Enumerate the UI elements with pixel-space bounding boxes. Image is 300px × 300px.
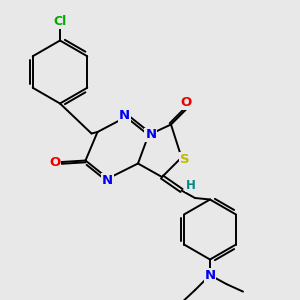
Text: N: N xyxy=(102,173,113,187)
Text: N: N xyxy=(204,268,216,282)
Text: N: N xyxy=(119,109,130,122)
Text: H: H xyxy=(186,178,196,192)
Text: Cl: Cl xyxy=(53,15,67,28)
Text: N: N xyxy=(145,128,157,142)
Text: O: O xyxy=(49,155,61,169)
Text: S: S xyxy=(180,153,189,167)
Text: O: O xyxy=(180,96,192,110)
